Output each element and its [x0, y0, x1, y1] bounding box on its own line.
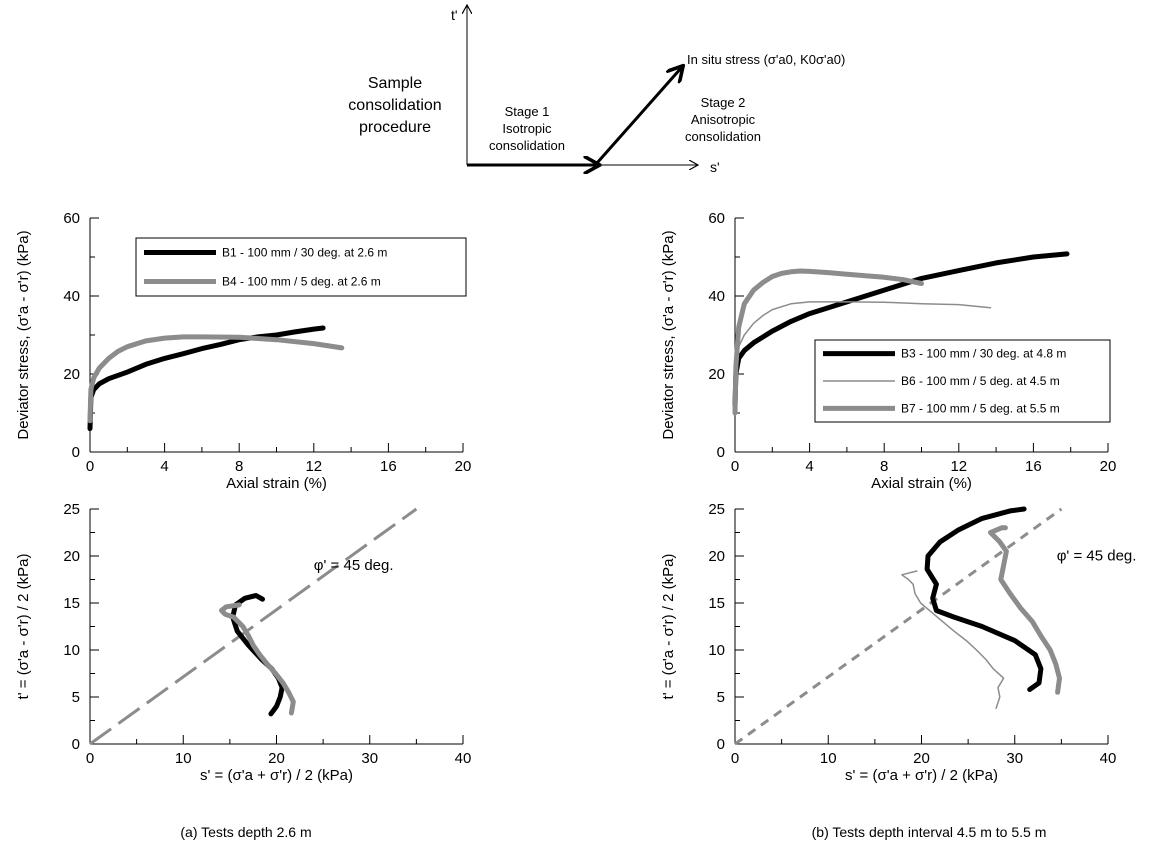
- schematic-title-line: consolidation: [348, 97, 441, 114]
- y-tick-label: 25: [63, 501, 80, 518]
- chart-a-stress-strain: 0 4 8 12 16 20 0 20 40 60 Axial strain (%) Deviator…: [15, 210, 471, 492]
- y-tick-label: 20: [708, 548, 725, 565]
- legend: B1 - 100 mm / 30 deg. at 2.6 m B4 - 100 m…: [135, 237, 467, 297]
- y-tick-label: 60: [708, 210, 725, 227]
- stage2-label: Stage 2 Anisotropic consolidation: [685, 95, 761, 144]
- y-tick-label: 40: [708, 288, 725, 305]
- x-axis-label: s' = (σ'a + σ'r) / 2 (kPa): [200, 767, 353, 784]
- y-axis-label: t' = (σ'a - σ'r) / 2 (kPa): [660, 554, 677, 700]
- y-tick-label: 20: [63, 366, 80, 383]
- series-line-b3: [924, 506, 1044, 692]
- x-tick-label: 16: [380, 458, 397, 475]
- stage1-label-line: Stage 1: [505, 104, 550, 119]
- y-tick-label: 0: [72, 736, 80, 753]
- x-axis-label: Axial strain (%): [226, 475, 327, 492]
- y-tick-label: 0: [717, 736, 725, 753]
- y-tick-label: 5: [717, 689, 725, 706]
- x-tick-label: 0: [86, 750, 94, 767]
- x-tick-label: 30: [361, 750, 378, 767]
- series-line-b7: [732, 268, 924, 416]
- t-axis-label: t': [451, 7, 458, 23]
- x-tick-label: 12: [305, 458, 322, 475]
- y-tick-label: 40: [63, 288, 80, 305]
- x-tick-label: 20: [455, 458, 472, 475]
- y-tick-label: 5: [72, 689, 80, 706]
- legend: B3 - 100 mm / 30 deg. at 4.8 m B6 - 100 m…: [814, 339, 1111, 423]
- x-tick-label: 40: [1100, 750, 1117, 767]
- x-tick-label: 20: [268, 750, 285, 767]
- legend-label: B3 - 100 mm / 30 deg. at 4.8 m: [901, 347, 1066, 361]
- y-axis-label: t' = (σ'a - σ'r) / 2 (kPa): [15, 554, 32, 700]
- y-tick-label: 15: [63, 595, 80, 612]
- stage2-arrow: [595, 67, 682, 164]
- y-tick-label: 0: [72, 444, 80, 461]
- x-axis-label: s' = (σ'a + σ'r) / 2 (kPa): [845, 767, 998, 784]
- schematic-title-line: procedure: [359, 119, 431, 136]
- x-axis-label: Axial strain (%): [871, 475, 972, 492]
- x-tick-label: 0: [86, 458, 94, 475]
- x-tick-label: 40: [455, 750, 472, 767]
- series-line-b4: [87, 334, 345, 424]
- phi-reference-line: [89, 507, 418, 746]
- y-tick-label: 60: [63, 210, 80, 227]
- schematic-title-line: Sample: [368, 75, 422, 92]
- series-line-b6: [734, 301, 992, 414]
- y-tick-label: 25: [708, 501, 725, 518]
- chart-a-stress-path: 0 10 20 30 40 0 5 10 15 20 25 s' = (σ'a + σ'r) / 2 …: [15, 501, 471, 784]
- legend-label: B7 - 100 mm / 5 deg. at 5.5 m: [901, 401, 1060, 415]
- stage2-label-line: consolidation: [685, 129, 761, 144]
- x-tick-label: 20: [913, 750, 930, 767]
- x-tick-label: 4: [805, 458, 813, 475]
- in-situ-label: In situ stress (σ'a0, K0σ'a0): [687, 52, 845, 67]
- legend-label: B4 - 100 mm / 5 deg. at 2.6 m: [222, 275, 381, 289]
- series-line-b4: [219, 602, 296, 716]
- series-line-b7: [988, 525, 1062, 695]
- stage1-label: Stage 1 Isotropic consolidation: [489, 104, 565, 153]
- series-line-b3: [732, 251, 1070, 408]
- legend-box: [135, 237, 467, 297]
- y-axis-label: Deviator stress, (σ'a - σ'r) (kPa): [15, 230, 32, 439]
- series-line-b1: [87, 325, 326, 432]
- x-tick-label: 10: [175, 750, 192, 767]
- stage1-label-line: consolidation: [489, 138, 565, 153]
- legend-label: B6 - 100 mm / 5 deg. at 4.5 m: [901, 374, 1060, 388]
- y-tick-label: 20: [708, 366, 725, 383]
- x-tick-label: 30: [1006, 750, 1023, 767]
- x-tick-label: 0: [731, 458, 739, 475]
- x-tick-label: 8: [235, 458, 243, 475]
- stage2-label-line: Stage 2: [701, 95, 746, 110]
- legend-label: B1 - 100 mm / 30 deg. at 2.6 m: [222, 246, 387, 260]
- y-tick-label: 10: [708, 642, 725, 659]
- chart-b-stress-strain: 0 4 8 12 16 20 0 20 40 60 Axial strain (%) Deviator…: [660, 210, 1116, 492]
- x-tick-label: 0: [731, 750, 739, 767]
- stage2-label-line: Anisotropic: [691, 112, 756, 127]
- caption-a: (a) Tests depth 2.6 m: [180, 824, 311, 840]
- schematic: t' s' In situ stress (σ'a0, K0σ'a0) Samp…: [348, 5, 845, 175]
- x-tick-label: 16: [1025, 458, 1042, 475]
- y-tick-label: 15: [708, 595, 725, 612]
- x-tick-label: 20: [1100, 458, 1117, 475]
- y-tick-label: 10: [63, 642, 80, 659]
- y-axis-label: Deviator stress, (σ'a - σ'r) (kPa): [660, 230, 677, 439]
- y-tick-label: 0: [717, 444, 725, 461]
- stage1-label-line: Isotropic: [502, 121, 552, 136]
- x-tick-label: 8: [880, 458, 888, 475]
- caption-b: (b) Tests depth interval 4.5 m to 5.5 m: [812, 824, 1047, 840]
- x-tick-label: 4: [160, 458, 168, 475]
- chart-b-stress-path: 0 10 20 30 40 0 5 10 15 20 25 s' = (σ'a + σ'r) / 2 …: [660, 501, 1136, 784]
- schematic-title: Sample consolidation procedure: [348, 75, 441, 136]
- phi-reference-line: [734, 507, 1063, 746]
- phi-annotation: φ' = 45 deg.: [1057, 548, 1137, 565]
- phi-annotation: φ' = 45 deg.: [314, 557, 394, 574]
- s-axis-label: s': [710, 159, 720, 175]
- x-tick-label: 12: [950, 458, 967, 475]
- y-tick-label: 20: [63, 548, 80, 565]
- series-line-b6: [901, 570, 1005, 710]
- x-tick-label: 10: [820, 750, 837, 767]
